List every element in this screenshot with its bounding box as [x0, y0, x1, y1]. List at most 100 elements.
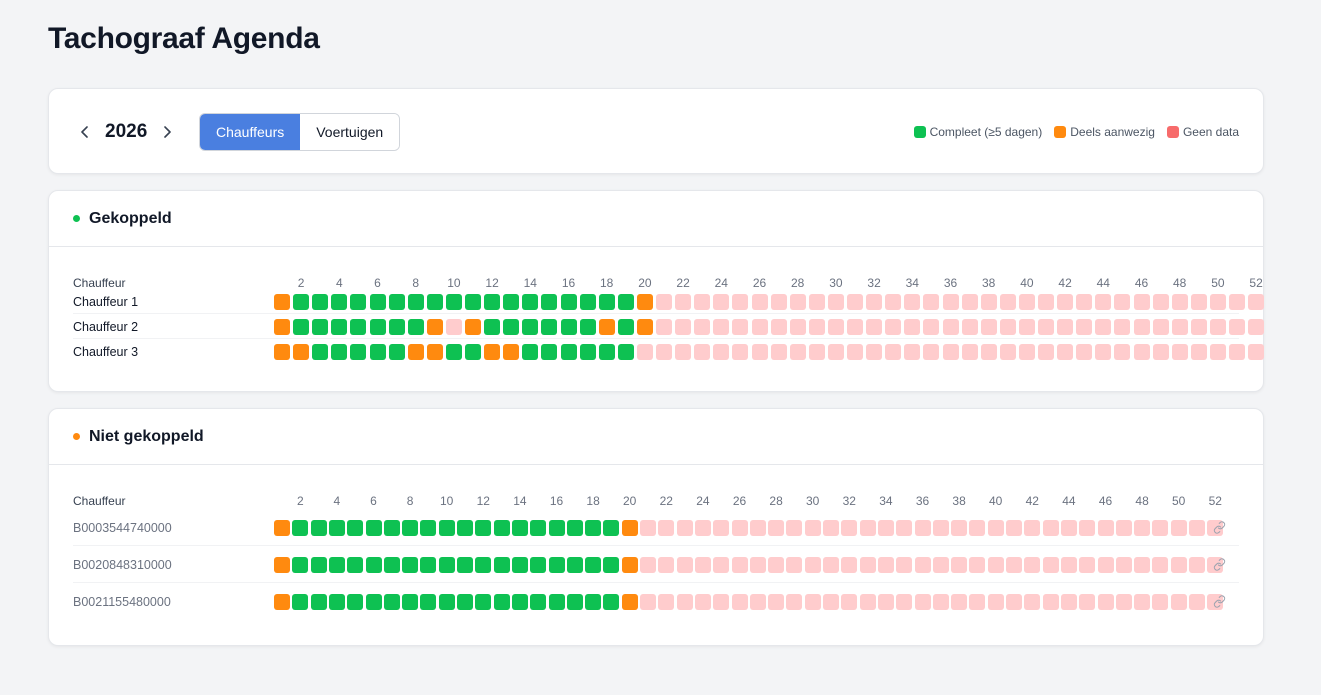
week-cell[interactable] [1042, 556, 1059, 573]
week-cell[interactable] [859, 519, 876, 536]
week-cell[interactable] [1209, 293, 1226, 310]
week-cell[interactable] [560, 343, 577, 360]
week-cell[interactable] [292, 519, 309, 536]
next-year-button[interactable] [155, 120, 179, 144]
week-cell[interactable] [808, 343, 825, 360]
week-cell[interactable] [823, 519, 839, 536]
week-cell[interactable] [1134, 519, 1151, 536]
week-cell[interactable] [274, 318, 290, 335]
week-cell[interactable] [923, 343, 940, 360]
week-cell[interactable] [560, 318, 577, 335]
week-cell[interactable] [621, 519, 638, 536]
week-cell[interactable] [475, 556, 492, 573]
week-cell[interactable] [407, 318, 424, 335]
week-cell[interactable] [522, 343, 539, 360]
week-cell[interactable] [1095, 318, 1112, 335]
week-cell[interactable] [636, 343, 653, 360]
week-cell[interactable] [365, 593, 382, 610]
week-cell[interactable] [1133, 293, 1150, 310]
week-cell[interactable] [1024, 519, 1041, 536]
week-cell[interactable] [1024, 593, 1041, 610]
week-cell[interactable] [786, 519, 803, 536]
week-cell[interactable] [713, 519, 730, 536]
week-cell[interactable] [585, 519, 602, 536]
week-cell[interactable] [731, 519, 748, 536]
week-cell[interactable] [1095, 343, 1112, 360]
week-cell[interactable] [1006, 593, 1022, 610]
week-cell[interactable] [786, 556, 803, 573]
week-cell[interactable] [365, 519, 382, 536]
week-cell[interactable] [457, 593, 473, 610]
week-cell[interactable] [694, 343, 711, 360]
week-cell[interactable] [841, 556, 858, 573]
week-cell[interactable] [904, 318, 921, 335]
week-cell[interactable] [1114, 318, 1131, 335]
week-cell[interactable] [420, 519, 437, 536]
link-icon[interactable] [1211, 557, 1227, 573]
week-cell[interactable] [1189, 556, 1205, 573]
week-cell[interactable] [749, 556, 766, 573]
week-cell[interactable] [438, 593, 455, 610]
week-cell[interactable] [426, 318, 443, 335]
week-cell[interactable] [1152, 293, 1169, 310]
week-cell[interactable] [1057, 343, 1074, 360]
week-cell[interactable] [530, 593, 547, 610]
week-cell[interactable] [465, 293, 481, 310]
week-cell[interactable] [1095, 293, 1112, 310]
week-cell[interactable] [407, 293, 424, 310]
week-cell[interactable] [1229, 318, 1245, 335]
week-cell[interactable] [541, 318, 558, 335]
week-cell[interactable] [808, 293, 825, 310]
week-cell[interactable] [1170, 593, 1187, 610]
week-cell[interactable] [1018, 318, 1035, 335]
week-cell[interactable] [1006, 519, 1022, 536]
week-cell[interactable] [1018, 343, 1035, 360]
week-cell[interactable] [598, 343, 615, 360]
week-cell[interactable] [675, 293, 692, 310]
week-cell[interactable] [676, 593, 693, 610]
week-cell[interactable] [1114, 293, 1131, 310]
week-cell[interactable] [1190, 343, 1207, 360]
week-cell[interactable] [274, 519, 290, 536]
week-cell[interactable] [713, 593, 730, 610]
week-cell[interactable] [804, 593, 821, 610]
week-cell[interactable] [585, 593, 602, 610]
week-cell[interactable] [1060, 556, 1077, 573]
week-cell[interactable] [1171, 343, 1188, 360]
week-cell[interactable] [350, 318, 367, 335]
week-cell[interactable] [579, 293, 596, 310]
week-cell[interactable] [603, 593, 620, 610]
week-cell[interactable] [1114, 343, 1131, 360]
week-cell[interactable] [457, 519, 473, 536]
week-cell[interactable] [369, 318, 386, 335]
week-cell[interactable] [987, 556, 1004, 573]
week-cell[interactable] [932, 519, 949, 536]
week-cell[interactable] [961, 293, 978, 310]
week-cell[interactable] [676, 519, 693, 536]
week-cell[interactable] [493, 556, 510, 573]
week-cell[interactable] [484, 343, 501, 360]
week-cell[interactable] [1170, 519, 1187, 536]
week-cell[interactable] [1171, 293, 1188, 310]
week-cell[interactable] [331, 343, 348, 360]
week-cell[interactable] [484, 318, 501, 335]
week-cell[interactable] [402, 556, 419, 573]
week-cell[interactable] [827, 293, 844, 310]
week-cell[interactable] [312, 293, 329, 310]
week-cell[interactable] [365, 556, 382, 573]
week-cell[interactable] [823, 593, 839, 610]
week-cell[interactable] [877, 519, 894, 536]
week-cell[interactable] [420, 556, 437, 573]
week-cell[interactable] [1248, 293, 1265, 310]
week-cell[interactable] [789, 293, 806, 310]
week-cell[interactable] [522, 318, 539, 335]
week-cell[interactable] [503, 343, 520, 360]
week-cell[interactable] [713, 318, 730, 335]
week-cell[interactable] [1079, 556, 1096, 573]
week-cell[interactable] [969, 556, 986, 573]
week-cell[interactable] [383, 593, 400, 610]
week-cell[interactable] [969, 593, 986, 610]
week-cell[interactable] [980, 343, 997, 360]
week-cell[interactable] [585, 556, 602, 573]
week-cell[interactable] [402, 593, 419, 610]
